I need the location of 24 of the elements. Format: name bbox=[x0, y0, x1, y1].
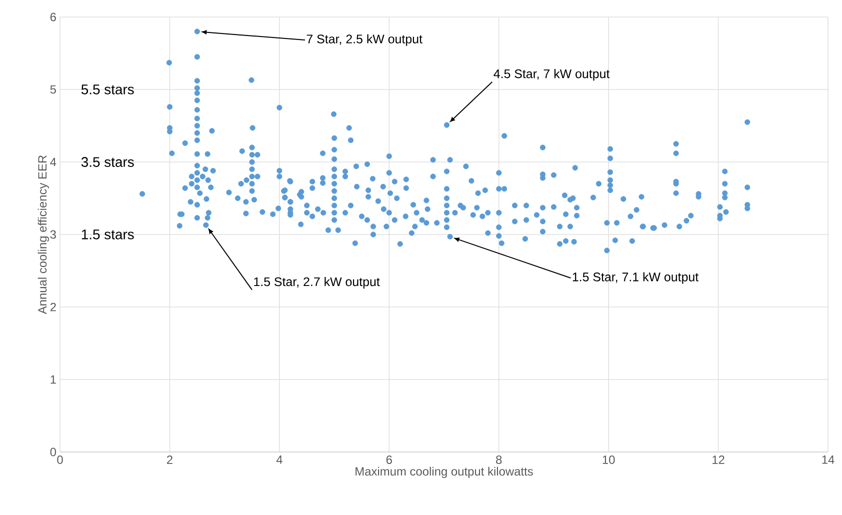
y-tick-label: 5 bbox=[50, 85, 56, 94]
y-tick-label: 3 bbox=[50, 230, 56, 239]
annotation: 5.5 stars bbox=[81, 84, 134, 94]
y-tick-label: 6 bbox=[50, 12, 56, 22]
x-tick-label: 10 bbox=[602, 456, 615, 464]
annotation: 4.5 Star, 7 kW output bbox=[494, 69, 610, 81]
y-tick-label: 0 bbox=[50, 448, 56, 456]
x-tick-label: 12 bbox=[712, 456, 724, 464]
annotation: 1.5 Star, 7.1 kW output bbox=[572, 272, 699, 284]
annotation: 3.5 stars bbox=[81, 157, 134, 167]
annotation: 1.5 Star, 2.7 kW output bbox=[254, 276, 380, 289]
x-axis-title: Maximum cooling output kilowatts bbox=[356, 466, 533, 478]
y-tick-label: 1 bbox=[50, 375, 56, 384]
y-tick-label: 4 bbox=[50, 158, 56, 166]
x-tick-label: 0 bbox=[57, 456, 63, 464]
annotation: 7 Star, 2.5 kW output bbox=[306, 34, 422, 46]
annotation: 1.5 stars bbox=[82, 230, 134, 240]
x-tick-label: 4 bbox=[276, 456, 282, 464]
y-tick-label: 2 bbox=[50, 302, 56, 312]
x-tick-label: 14 bbox=[822, 456, 834, 464]
x-tick-label: 6 bbox=[386, 456, 392, 464]
x-tick-label: 8 bbox=[496, 456, 502, 464]
y-axis-title: Annual cooling efficiency EER bbox=[38, 155, 49, 314]
x-tick-label: 2 bbox=[166, 456, 172, 464]
